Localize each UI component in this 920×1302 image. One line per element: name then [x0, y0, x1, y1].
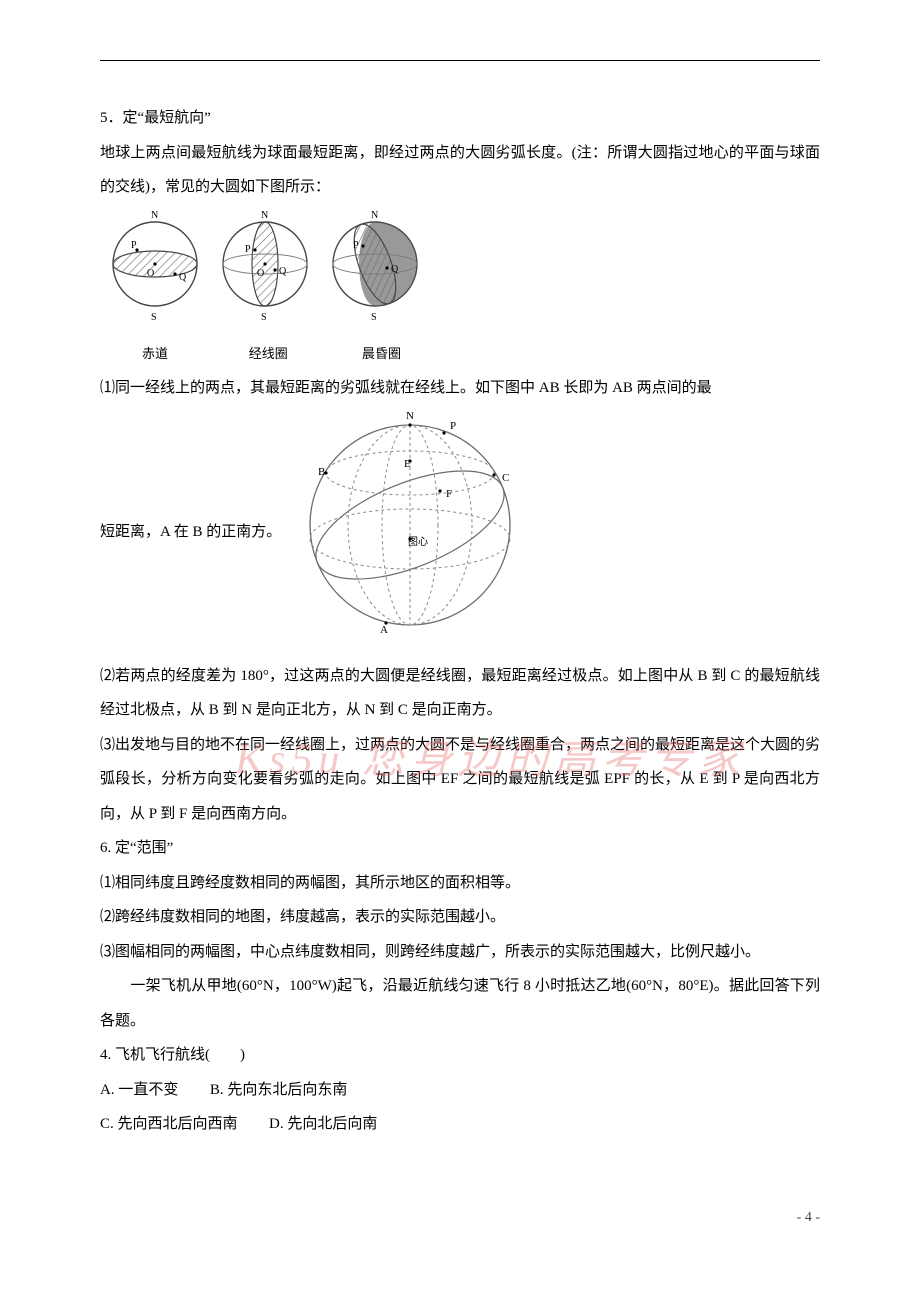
label-N2: N — [261, 211, 268, 221]
section5-p1b: 短距离，A 在 B 的正南方。 — [100, 515, 281, 550]
section5-p3: ⑶出发地与目的地不在同一经线圈上，过两点的大圆不是与经线圈重合，两点之间的最短距… — [100, 728, 820, 832]
q4-options-row1: A. 一直不变 B. 先向东北后向东南 — [100, 1073, 820, 1108]
top-rule — [100, 60, 820, 61]
q4-options-row2: C. 先向西北后向西南 D. 先向北后向南 — [100, 1107, 820, 1142]
label-S2: S — [261, 312, 267, 323]
figure-three-circles: P Q O N S P Q O N S P Q N S 赤道 经线圈 晨昏圈 — [100, 211, 820, 369]
label-S: S — [151, 312, 157, 323]
label-N3: N — [371, 211, 378, 221]
section6-p1: ⑴相同纬度且跨经度数相同的两幅图，其所示地区的面积相等。 — [100, 866, 820, 901]
label-Q2: Q — [279, 266, 287, 277]
q4-option-d: D. 先向北后向南 — [269, 1116, 377, 1132]
section6-p3: ⑶图幅相同的两幅图，中心点纬度数相同，则跨经纬度越广，所表示的实际范围越大，比例… — [100, 935, 820, 970]
section5-p1a: ⑴同一经线上的两点，其最短距离的劣弧线就在经线上。如下图中 AB 长即为 AB … — [100, 371, 820, 406]
label-Q3: Q — [391, 264, 399, 275]
svg-text:B: B — [318, 466, 325, 478]
svg-text:C: C — [502, 472, 509, 484]
figure-three-circles-captions: 赤道 经线圈 晨昏圈 — [100, 339, 820, 369]
page-number: - 4 - — [100, 1202, 820, 1234]
section5-p2: ⑵若两点的经度差为 180°，过这两点的大圆便是经线圈，最短距离经过极点。如上图… — [100, 659, 820, 728]
label-P3: P — [353, 240, 359, 251]
section5-p1b-row: 短距离，A 在 B 的正南方。 N P B E C — [100, 405, 820, 659]
section6-title: 6. 定“范围” — [100, 831, 820, 866]
label-Q: Q — [179, 272, 187, 283]
svg-text:A: A — [380, 624, 388, 636]
scenario-text: 一架飞机从甲地(60°N，100°W)起飞，沿最近航线匀速飞行 8 小时抵达乙地… — [100, 969, 820, 1038]
svg-text:N: N — [406, 410, 414, 422]
label-S3: S — [371, 312, 377, 323]
label-N: N — [151, 211, 158, 221]
label-P2: P — [245, 244, 251, 255]
figure-large-sphere: N P B E C F 图心 A — [285, 405, 535, 659]
q4-stem: 4. 飞机飞行航线( ) — [100, 1038, 820, 1073]
caption-equator: 赤道 — [100, 339, 210, 369]
caption-terminator: 晨昏圈 — [327, 339, 437, 369]
label-P: P — [131, 240, 137, 251]
q4-option-a: A. 一直不变 — [100, 1082, 178, 1098]
caption-meridian: 经线圈 — [213, 339, 323, 369]
section5-title: 5．定“最短航向” — [100, 101, 820, 136]
q4-option-b: B. 先向东北后向东南 — [210, 1082, 348, 1098]
svg-text:F: F — [446, 488, 452, 500]
label-O: O — [147, 268, 154, 279]
svg-text:P: P — [450, 420, 456, 432]
label-O2: O — [257, 268, 264, 279]
q4-option-c: C. 先向西北后向西南 — [100, 1116, 238, 1132]
section6-p2: ⑵跨经纬度数相同的地图，纬度越高，表示的实际范围越小。 — [100, 900, 820, 935]
section5-intro: 地球上两点间最短航线为球面最短距离，即经过两点的大圆劣弧长度。(注：所谓大圆指过… — [100, 136, 820, 205]
